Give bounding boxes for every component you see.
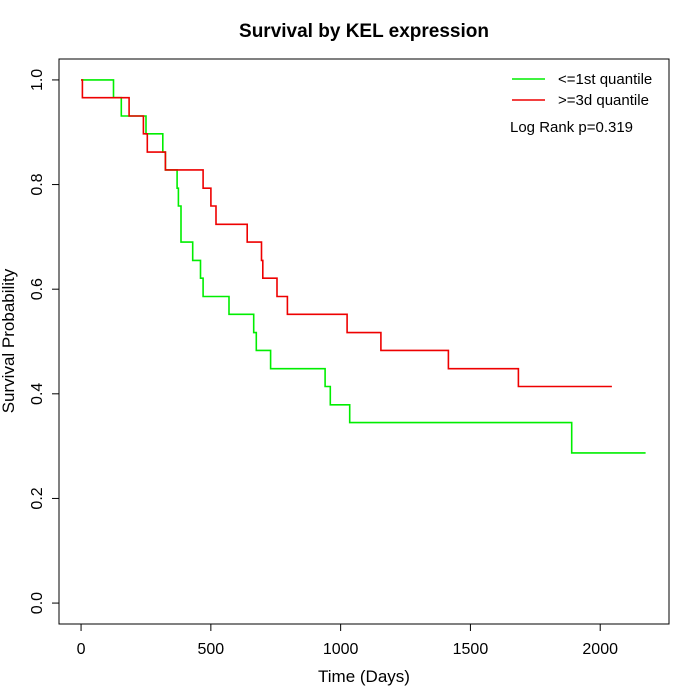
legend-label-low: <=1st quantile <box>558 71 652 88</box>
y-axis: 0.0 0.2 0.4 0.6 0.8 1.0 <box>29 69 60 614</box>
y-tick-label: 0.6 <box>29 278 46 300</box>
y-tick-label: 1.0 <box>29 69 46 91</box>
x-tick-label: 1000 <box>323 641 359 658</box>
survival-curve-0 <box>81 79 646 454</box>
y-axis-label: Survival Probability <box>0 268 18 413</box>
x-tick-label: 0 <box>77 641 86 658</box>
x-tick-label: 2000 <box>582 641 618 658</box>
y-tick-label: 0.2 <box>29 487 46 509</box>
x-tick-label: 1500 <box>453 641 489 658</box>
legend-label-high: >=3d quantile <box>558 92 649 109</box>
y-tick-label: 0.8 <box>29 173 46 195</box>
y-tick-label: 0.4 <box>29 383 46 405</box>
x-tick-label: 500 <box>197 641 224 658</box>
x-axis-label: Time (Days) <box>318 667 410 686</box>
log-rank-annotation: Log Rank p=0.319 <box>510 119 633 136</box>
chart-title: Survival by KEL expression <box>239 21 489 42</box>
x-axis: 0 500 1000 1500 2000 <box>77 623 618 658</box>
series-layer <box>81 79 646 454</box>
y-tick-label: 0.0 <box>29 592 46 614</box>
legend: <=1st quantile >=3d quantile Log Rank p=… <box>510 71 652 136</box>
survival-curve-1 <box>81 79 612 388</box>
